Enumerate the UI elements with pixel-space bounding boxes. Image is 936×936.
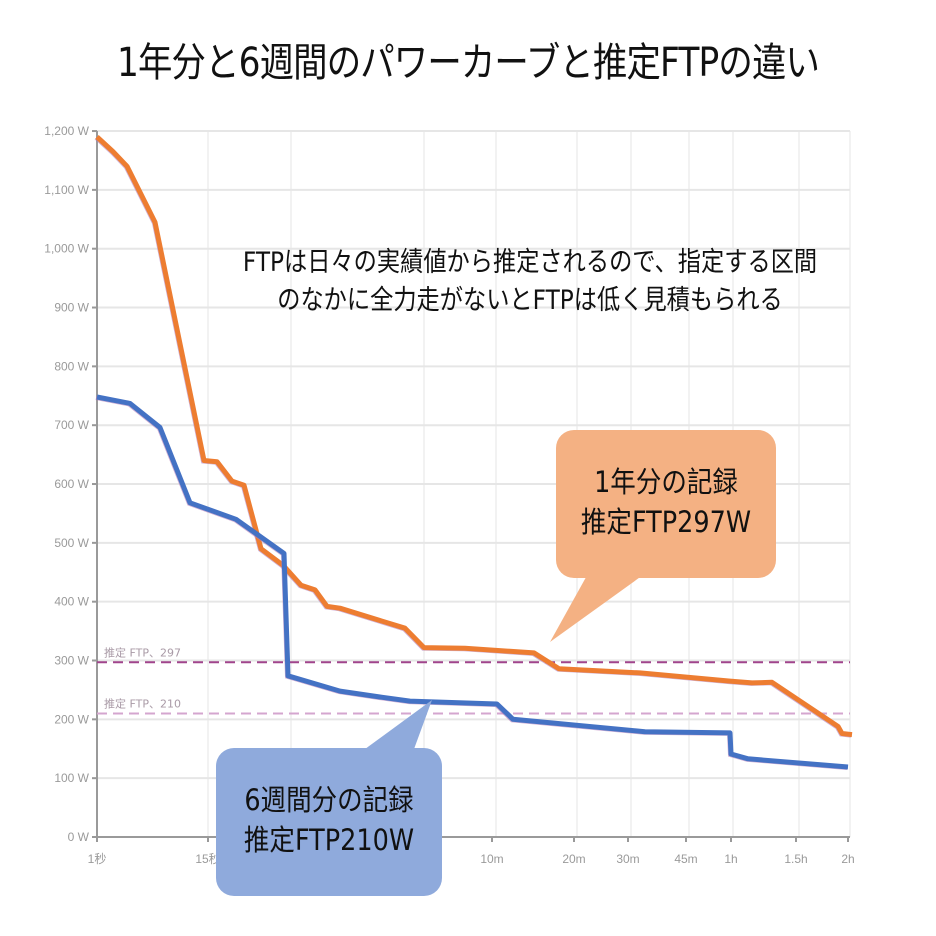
x-tick-label: 1.5h bbox=[784, 852, 807, 866]
ftp-reference-label: 推定 FTP、210 bbox=[104, 696, 181, 710]
annotation-line-2: のなかに全力走がないとFTPは低く見積もられる bbox=[277, 285, 783, 316]
y-tick-label: 600 W bbox=[54, 477, 89, 491]
ftp-reference-lines: 推定 FTP、297 推定 FTP、210 bbox=[97, 645, 850, 715]
y-tick-label: 1,200 W bbox=[44, 124, 89, 138]
y-tick-label: 0 W bbox=[68, 830, 90, 844]
y-tick-label: 400 W bbox=[54, 595, 89, 609]
y-tick-label: 200 W bbox=[54, 712, 89, 726]
x-tick-label: 15秒 bbox=[195, 852, 220, 866]
x-tick-label: 10m bbox=[480, 852, 503, 866]
x-tick-label: 45m bbox=[674, 852, 697, 866]
x-tick-label: 1秒 bbox=[88, 852, 107, 866]
x-tick-label: 20m bbox=[562, 852, 585, 866]
callout-six-weeks-line-2: 推定FTP210W bbox=[243, 823, 415, 857]
annotation-text: FTPは日々の実績値から推定されるので、指定する区間 のなかに全力走がないとFT… bbox=[238, 244, 823, 320]
y-tick-label: 1,000 W bbox=[44, 242, 89, 256]
callout-six-weeks: 6週間分の記録 推定FTP210W bbox=[216, 748, 442, 896]
y-tick-label: 900 W bbox=[54, 301, 89, 315]
annotation-line-1: FTPは日々の実績値から推定されるので、指定する区間 bbox=[242, 247, 818, 278]
chart-title: 1年分と6週間のパワーカーブと推定FTPの違い bbox=[116, 40, 820, 86]
grid-lines bbox=[97, 130, 851, 837]
series-line bbox=[95, 135, 853, 738]
series-lines bbox=[94, 135, 853, 770]
callout-six-weeks-line-1: 6週間分の記録 bbox=[244, 783, 414, 817]
y-tick-label: 700 W bbox=[54, 418, 89, 432]
callout-one-year: 1年分の記録 推定FTP297W bbox=[556, 430, 776, 578]
x-tick-label: 2h bbox=[841, 852, 854, 866]
y-tick-label: 100 W bbox=[54, 771, 89, 785]
x-tick-label: 30m bbox=[616, 852, 639, 866]
y-tick-label: 800 W bbox=[54, 359, 89, 373]
callout-one-year-line-2: 推定FTP297W bbox=[580, 505, 752, 539]
callout-one-year-line-1: 1年分の記録 bbox=[594, 465, 738, 499]
y-tick-label: 500 W bbox=[54, 536, 89, 550]
axes: 0 W 100 W 200 W 300 W 400 W 500 W 600 W 700 W 80… bbox=[44, 124, 854, 866]
y-tick-label: 1,100 W bbox=[44, 183, 89, 197]
ftp-reference-label: 推定 FTP、297 bbox=[104, 645, 181, 659]
y-tick-label: 300 W bbox=[54, 654, 89, 668]
x-tick-label: 1h bbox=[724, 852, 737, 866]
series-line bbox=[96, 394, 849, 770]
